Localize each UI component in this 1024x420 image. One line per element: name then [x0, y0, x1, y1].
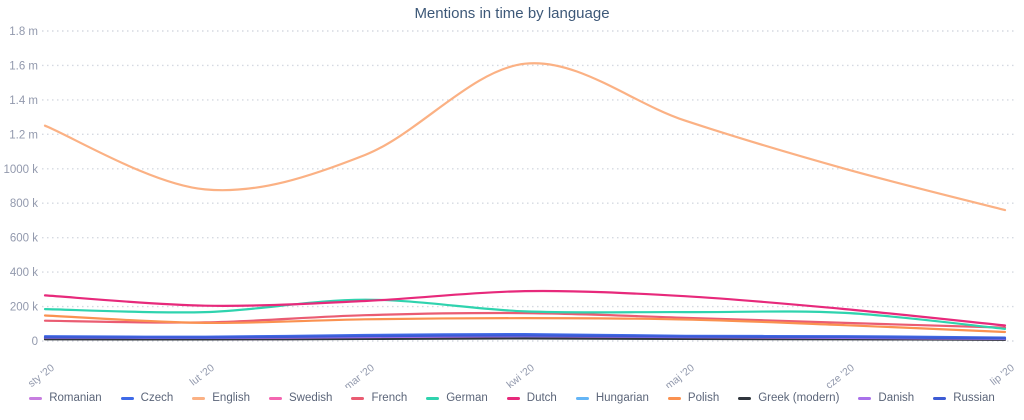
- x-axis-tick-label: lip '20: [988, 362, 1017, 388]
- legend-swatch-icon: [351, 396, 365, 400]
- legend-label: Polish: [687, 392, 720, 404]
- y-axis-tick-label: 600 k: [10, 233, 38, 245]
- legend-label: Greek (modern): [758, 392, 840, 404]
- y-axis-tick-label: 200 k: [10, 302, 38, 314]
- y-axis-tick-label: 1000 k: [3, 164, 38, 176]
- y-axis-tick-label: 800 k: [10, 198, 38, 210]
- legend-swatch-icon: [738, 396, 752, 400]
- y-axis-tick-label: 1.6 m: [9, 60, 38, 72]
- legend-item-czech[interactable]: Czech: [120, 392, 174, 404]
- legend-label: German: [446, 392, 488, 404]
- legend-label: Romanian: [49, 392, 102, 404]
- x-axis-tick-label: sty '20: [26, 362, 57, 388]
- legend-item-romanian[interactable]: Romanian: [29, 392, 102, 404]
- legend-item-greek-modern[interactable]: Greek (modern): [738, 392, 839, 404]
- legend-item-german[interactable]: German: [426, 392, 488, 404]
- y-axis-tick-label: 400 k: [10, 267, 38, 279]
- legend-item-hungarian[interactable]: Hungarian: [575, 392, 649, 404]
- legend-swatch-icon: [506, 396, 520, 400]
- legend-swatch-icon: [29, 396, 43, 400]
- legend-swatch-icon: [667, 396, 681, 400]
- series-line-greek-modern[interactable]: [43, 337, 1007, 341]
- legend-swatch-icon: [426, 396, 440, 400]
- x-axis-tick-label: cze '20: [823, 362, 856, 388]
- legend-label: Dutch: [526, 392, 557, 404]
- y-axis-tick-label: 1.8 m: [9, 26, 38, 38]
- legend-swatch-icon: [575, 396, 589, 400]
- chart-legend: Romanian Czech English Swedish French German D…: [0, 392, 1024, 404]
- legend-label: Czech: [140, 392, 174, 404]
- legend-item-french[interactable]: French: [351, 392, 407, 404]
- x-axis-tick-label: mar '20: [342, 362, 377, 388]
- series-line-polish[interactable]: [43, 314, 1007, 334]
- legend-swatch-icon: [268, 396, 282, 400]
- legend-item-russian[interactable]: Russian: [933, 392, 995, 404]
- series-line-russian[interactable]: [43, 334, 1007, 340]
- legend-swatch-icon: [120, 396, 134, 400]
- legend-item-english[interactable]: English: [192, 392, 250, 404]
- legend-item-swedish[interactable]: Swedish: [268, 392, 333, 404]
- legend-label: Danish: [878, 392, 915, 404]
- x-axis-tick-label: lut '20: [188, 362, 217, 388]
- series-line-dutch[interactable]: [43, 289, 1007, 327]
- series-line-german[interactable]: [43, 298, 1007, 330]
- line-chart-plot: 0 200 k 400 k 600 k 800 k 1000 k 1.2 m 1.4 m 1.6…: [3, 26, 1017, 388]
- legend-item-polish[interactable]: Polish: [667, 392, 720, 404]
- legend-label: Hungarian: [595, 392, 649, 404]
- chart-title: Mentions in time by language: [414, 5, 610, 22]
- legend-label: English: [212, 392, 250, 404]
- y-axis-tick-label: 1.2 m: [9, 129, 38, 141]
- legend-label: Swedish: [288, 392, 333, 404]
- y-axis-tick-label: 1.4 m: [9, 95, 38, 107]
- x-axis-tick-label: kwi '20: [504, 362, 537, 388]
- legend-item-danish[interactable]: Danish: [858, 392, 914, 404]
- legend-item-dutch[interactable]: Dutch: [506, 392, 557, 404]
- legend-swatch-icon: [858, 396, 872, 400]
- y-axis-tick-label: 0: [32, 336, 38, 348]
- x-axis-tick-label: maj '20: [663, 362, 697, 388]
- legend-label: Russian: [953, 392, 995, 404]
- legend-swatch-icon: [933, 396, 947, 400]
- series-line-english[interactable]: [43, 62, 1007, 212]
- legend-swatch-icon: [192, 396, 206, 400]
- legend-label: French: [371, 392, 408, 404]
